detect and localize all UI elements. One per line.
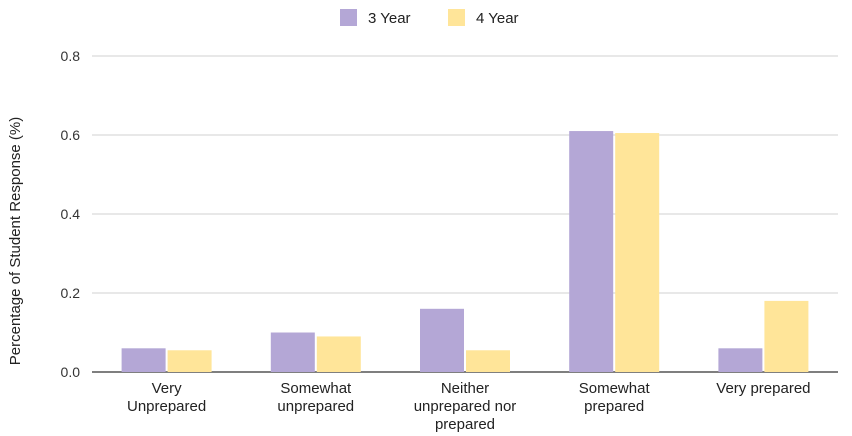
gridlines bbox=[92, 55, 838, 373]
y-tick-label: 0.0 bbox=[61, 364, 81, 380]
legend-swatch bbox=[448, 9, 465, 26]
bar-4-year bbox=[316, 336, 361, 372]
y-axis-title: Percentage of Student Response (%) bbox=[7, 117, 24, 365]
bars bbox=[121, 131, 809, 372]
y-tick-label: 0.8 bbox=[61, 48, 81, 64]
legend-label: 3 Year bbox=[368, 10, 411, 27]
legend-swatch bbox=[340, 9, 357, 26]
legend: 3 Year 4 Year bbox=[340, 9, 519, 27]
bar-3-year bbox=[569, 131, 614, 372]
bar-3-year bbox=[270, 332, 315, 372]
bar-3-year bbox=[718, 348, 763, 372]
x-category-label: Somewhat prepared bbox=[579, 380, 651, 415]
y-tick-label: 0.6 bbox=[61, 127, 81, 143]
x-category-label: Neither unprepared nor prepared bbox=[414, 380, 517, 433]
y-tick-label: 0.2 bbox=[61, 285, 81, 301]
x-category-label: Somewhat unprepared bbox=[277, 380, 354, 415]
bar-4-year bbox=[167, 350, 212, 372]
legend-label: 4 Year bbox=[476, 10, 519, 27]
bar-3-year bbox=[420, 308, 464, 372]
bar-4-year bbox=[615, 133, 660, 372]
y-tick-label: 0.4 bbox=[61, 206, 81, 222]
bar-4-year bbox=[466, 350, 510, 372]
y-axis-ticks: 0.0 0.2 0.4 0.6 0.8 bbox=[61, 48, 81, 380]
x-category-label: Very prepared bbox=[716, 380, 810, 397]
bar-4-year bbox=[764, 300, 809, 372]
x-category-label: Very Unprepared bbox=[127, 380, 206, 415]
bar-3-year bbox=[121, 348, 166, 372]
x-axis-categories: Very Unprepared Somewhat unprepared Neither u… bbox=[127, 380, 811, 433]
